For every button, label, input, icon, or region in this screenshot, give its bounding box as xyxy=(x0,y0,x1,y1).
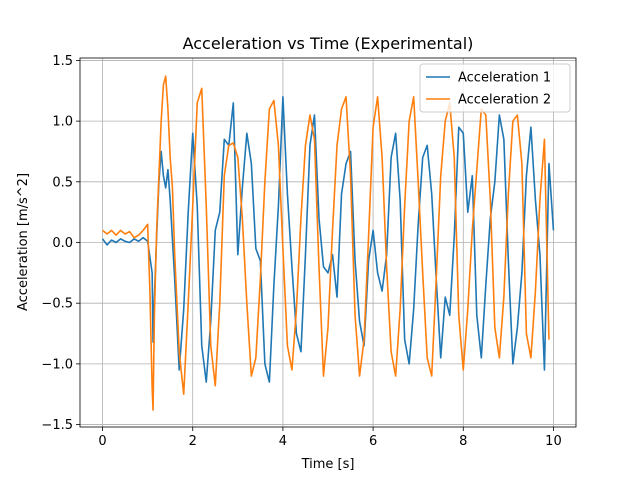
series-line-1 xyxy=(101,96,555,383)
chart-title: Acceleration vs Time (Experimental) xyxy=(183,34,474,53)
y-axis-label: Acceleration [m/s^2] xyxy=(16,173,31,311)
x-tick-label: 0 xyxy=(98,434,106,449)
y-axis-ticks: −1.5 −1.0 −0.5 0.0 0.5 1.0 1.5 xyxy=(41,54,80,433)
y-tick-label: 1.5 xyxy=(52,54,73,69)
series-line-2 xyxy=(102,75,550,411)
x-tick-label: 6 xyxy=(369,434,377,449)
legend-box xyxy=(419,63,571,113)
y-tick-label: 1.0 xyxy=(52,115,73,130)
x-axis-label: Time [s] xyxy=(301,457,355,472)
legend-entry: Acceleration 1 xyxy=(458,71,551,86)
x-tick-label: 4 xyxy=(279,434,287,449)
y-tick-label: −1.5 xyxy=(41,418,73,433)
y-tick-label: −1.0 xyxy=(41,357,73,372)
legend: Acceleration 1 Acceleration 2 xyxy=(419,63,571,113)
y-tick-label: 0.0 xyxy=(52,236,73,251)
x-axis-ticks: 0 2 4 6 8 10 xyxy=(98,427,562,449)
x-tick-label: 2 xyxy=(189,434,197,449)
x-tick-label: 8 xyxy=(459,434,467,449)
y-tick-label: 0.5 xyxy=(52,175,73,190)
series-layer xyxy=(101,75,555,411)
legend-entry: Acceleration 2 xyxy=(458,93,551,108)
x-tick-label: 10 xyxy=(545,434,562,449)
y-tick-label: −0.5 xyxy=(41,297,73,312)
